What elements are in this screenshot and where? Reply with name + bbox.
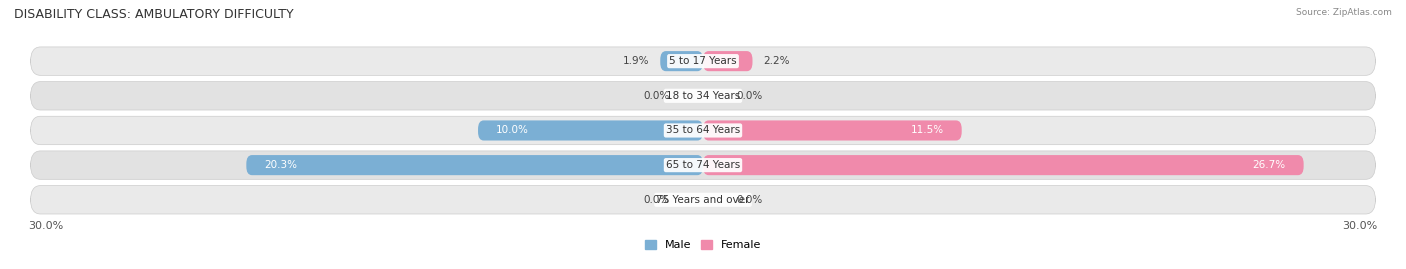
Text: 5 to 17 Years: 5 to 17 Years bbox=[669, 56, 737, 66]
FancyBboxPatch shape bbox=[703, 51, 752, 71]
Text: 0.0%: 0.0% bbox=[643, 195, 669, 205]
Legend: Male, Female: Male, Female bbox=[641, 236, 765, 255]
Text: 2.2%: 2.2% bbox=[763, 56, 790, 66]
FancyBboxPatch shape bbox=[31, 47, 1375, 75]
Text: 65 to 74 Years: 65 to 74 Years bbox=[666, 160, 740, 170]
Text: 0.0%: 0.0% bbox=[737, 195, 763, 205]
Text: 26.7%: 26.7% bbox=[1253, 160, 1285, 170]
FancyBboxPatch shape bbox=[703, 155, 1303, 175]
Text: 11.5%: 11.5% bbox=[911, 125, 943, 136]
FancyBboxPatch shape bbox=[478, 121, 703, 140]
Text: Source: ZipAtlas.com: Source: ZipAtlas.com bbox=[1296, 8, 1392, 17]
Text: 35 to 64 Years: 35 to 64 Years bbox=[666, 125, 740, 136]
FancyBboxPatch shape bbox=[31, 151, 1375, 179]
FancyBboxPatch shape bbox=[246, 155, 703, 175]
Text: 18 to 34 Years: 18 to 34 Years bbox=[666, 91, 740, 101]
Text: 30.0%: 30.0% bbox=[28, 221, 63, 231]
Text: 30.0%: 30.0% bbox=[1343, 221, 1378, 231]
Text: 0.0%: 0.0% bbox=[643, 91, 669, 101]
FancyBboxPatch shape bbox=[31, 116, 1375, 145]
Text: 1.9%: 1.9% bbox=[623, 56, 650, 66]
Text: 0.0%: 0.0% bbox=[737, 91, 763, 101]
Text: 20.3%: 20.3% bbox=[264, 160, 297, 170]
FancyBboxPatch shape bbox=[703, 121, 962, 140]
FancyBboxPatch shape bbox=[31, 186, 1375, 214]
Text: DISABILITY CLASS: AMBULATORY DIFFICULTY: DISABILITY CLASS: AMBULATORY DIFFICULTY bbox=[14, 8, 294, 21]
FancyBboxPatch shape bbox=[661, 51, 703, 71]
Text: 10.0%: 10.0% bbox=[496, 125, 529, 136]
FancyBboxPatch shape bbox=[31, 82, 1375, 110]
Text: 75 Years and over: 75 Years and over bbox=[657, 195, 749, 205]
